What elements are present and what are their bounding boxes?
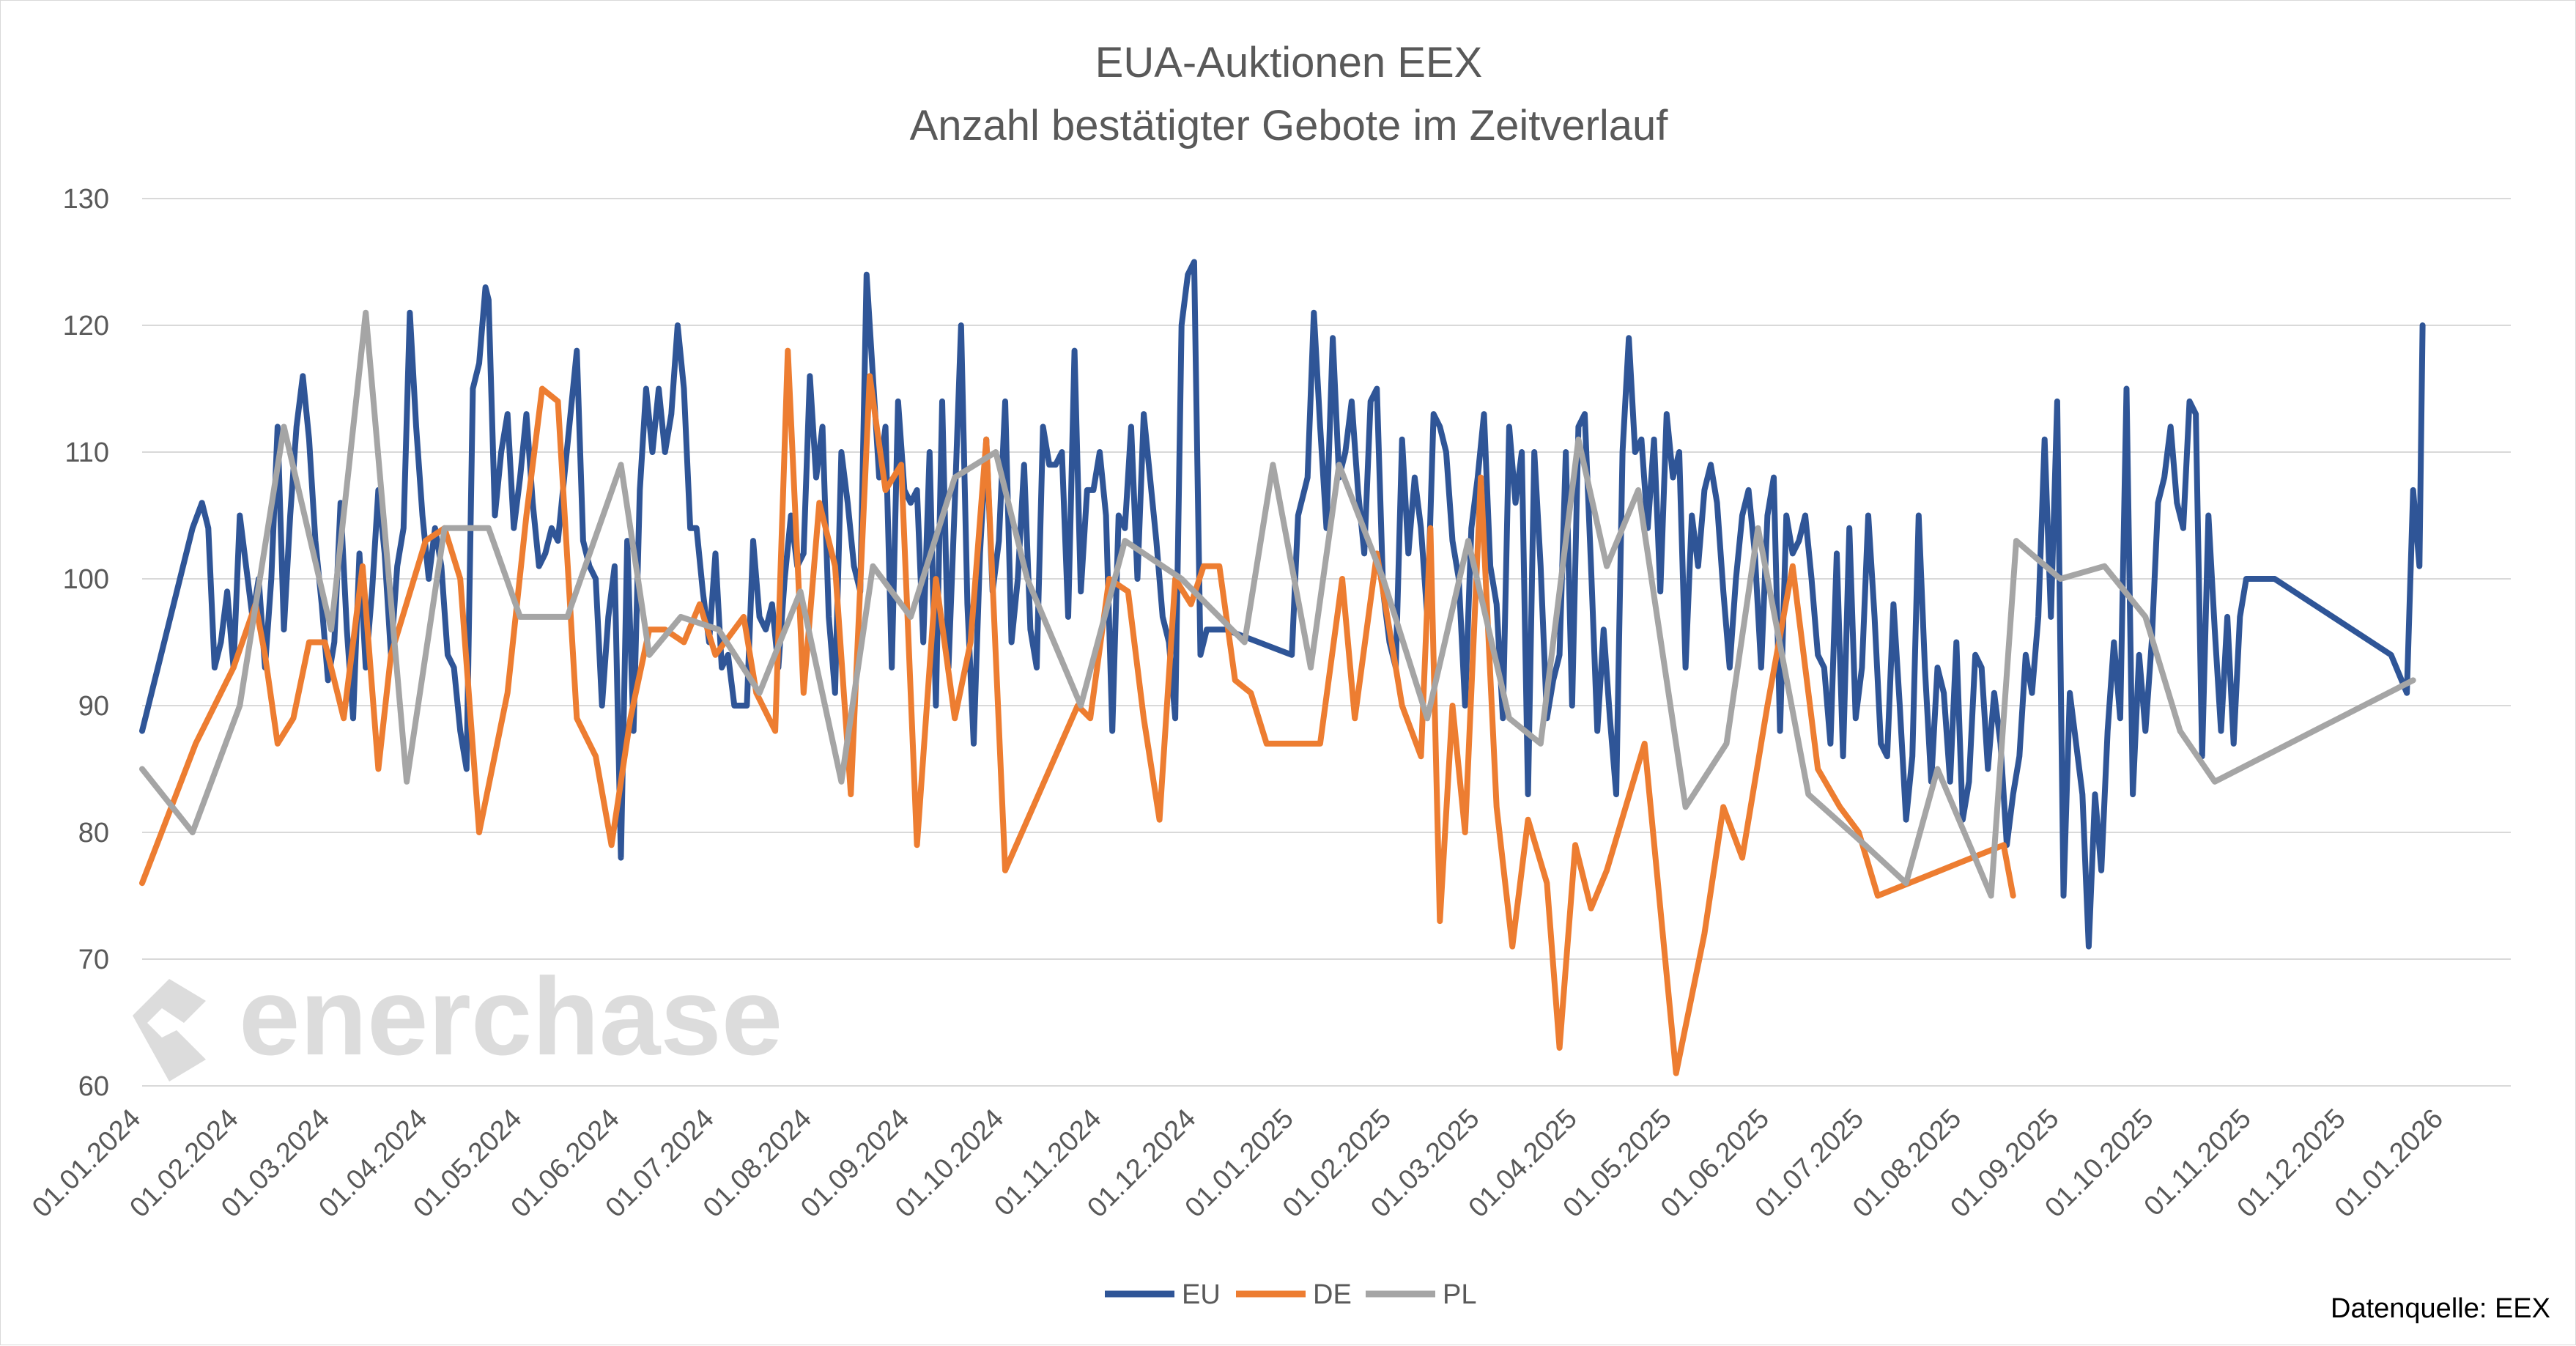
legend-label-eu: EU	[1182, 1279, 1221, 1310]
enerchase-watermark: enerchase	[133, 955, 782, 1081]
y-tick-label: 130	[63, 184, 109, 215]
y-axis: 60 70 80 90 100 110 120 130	[63, 184, 109, 1102]
chart-subtitle: Anzahl bestätigter Gebote im Zeitverlauf	[910, 102, 1669, 149]
series-line-de	[139, 347, 2016, 1076]
y-tick-label: 120	[63, 311, 109, 341]
source-note: Datenquelle: EEX	[2331, 1293, 2550, 1324]
legend-label-de: DE	[1313, 1279, 1352, 1310]
y-tick-label: 90	[78, 691, 109, 722]
legend: EU DE PL	[1105, 1279, 1476, 1310]
y-tick-label: 100	[63, 564, 109, 595]
watermark-text: enerchase	[239, 955, 782, 1078]
chart-title: EUA-Auktionen EEX	[1095, 39, 1483, 86]
y-tick-label: 60	[78, 1071, 109, 1102]
x-axis: 01.01.202401.02.202401.03.202401.04.2024…	[26, 1103, 2449, 1224]
enerchase-logo-icon	[133, 979, 206, 1081]
legend-label-pl: PL	[1443, 1279, 1476, 1310]
y-tick-label: 110	[64, 437, 109, 468]
series-lines	[139, 259, 2426, 1076]
y-tick-label: 80	[78, 818, 109, 848]
series-line-pl	[139, 309, 2416, 899]
y-tick-label: 70	[78, 944, 109, 975]
series-line-eu	[139, 259, 2426, 950]
